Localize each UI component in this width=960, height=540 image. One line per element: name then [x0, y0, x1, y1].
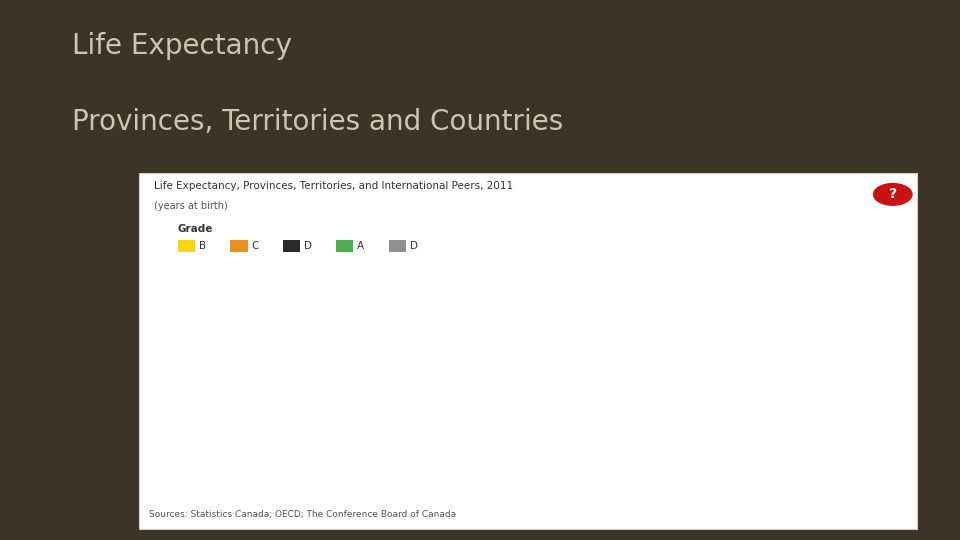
Bar — [507, 317, 525, 451]
Text: Life Expectancy: Life Expectancy — [72, 32, 292, 60]
Text: Grade: Grade — [178, 224, 213, 234]
Text: ?: ? — [889, 187, 897, 201]
Bar — [309, 309, 326, 451]
Bar — [606, 320, 624, 451]
Text: Life Expectancy, Provinces, Territories, and International Peers, 2011: Life Expectancy, Provinces, Territories,… — [154, 181, 513, 191]
Text: (years at birth): (years at birth) — [154, 201, 228, 212]
Bar — [408, 315, 426, 451]
Bar — [655, 322, 673, 451]
Bar — [828, 347, 846, 451]
Bar — [457, 315, 475, 451]
Bar — [235, 306, 252, 451]
Text: B: B — [199, 241, 205, 251]
Bar — [853, 363, 871, 451]
Bar — [383, 315, 401, 451]
Bar — [705, 332, 723, 451]
Bar — [334, 310, 351, 451]
Bar — [556, 318, 574, 451]
Bar — [284, 308, 302, 451]
Text: D: D — [410, 241, 418, 251]
Bar — [433, 315, 450, 451]
Bar — [358, 312, 376, 451]
Bar — [631, 320, 648, 451]
Text: Sources: Statistics Canada; OECD; The Conference Board of Canada: Sources: Statistics Canada; OECD; The Co… — [149, 510, 456, 519]
Bar — [259, 307, 277, 451]
Bar — [581, 319, 599, 451]
Text: D: D — [304, 241, 312, 251]
Bar — [185, 295, 204, 451]
Bar — [877, 436, 896, 451]
Bar — [532, 318, 549, 451]
Bar — [779, 333, 797, 451]
Bar — [680, 327, 698, 451]
Bar — [804, 333, 822, 451]
Bar — [755, 332, 772, 451]
Text: Provinces, Territories and Countries: Provinces, Territories and Countries — [72, 108, 564, 136]
Bar — [730, 332, 747, 451]
Text: A: A — [357, 241, 364, 251]
Text: C: C — [252, 241, 259, 251]
Bar — [482, 317, 500, 451]
Bar — [210, 296, 228, 451]
